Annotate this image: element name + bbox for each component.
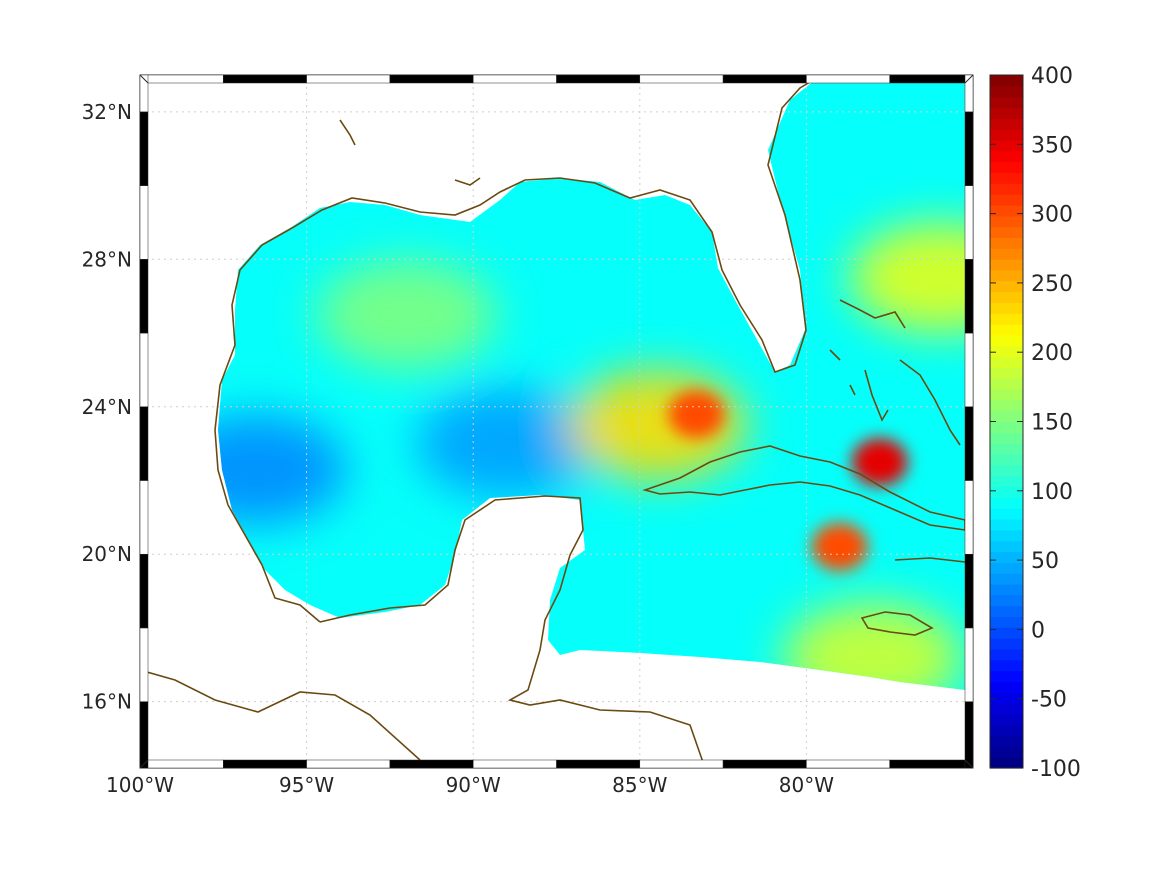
- colorbar-tick-label: 100: [1031, 480, 1073, 505]
- field-feature-5: [811, 522, 868, 571]
- y-tick-label: 24°N: [82, 395, 132, 419]
- colorbar-tick-label: 200: [1031, 341, 1073, 366]
- colorbar-tick-label: 250: [1031, 272, 1073, 297]
- field-feature-7: [849, 222, 965, 333]
- field-feature-2: [218, 414, 347, 525]
- colorbar-tick-label: 50: [1031, 549, 1059, 574]
- y-tick-label: 32°N: [82, 100, 132, 124]
- data-field: [218, 80, 965, 690]
- field-feature-0: [316, 259, 497, 370]
- x-tick-label: 100°W: [106, 773, 174, 797]
- field-feature-6: [851, 438, 908, 487]
- x-tick-label: 80°W: [779, 773, 834, 797]
- colorbar: -100 -50 0 50 100 150 200 250 300 350 400: [989, 64, 1081, 782]
- map-frame: [139, 74, 974, 769]
- colorbar-tick-label: 300: [1031, 203, 1073, 228]
- x-tick-label: 85°W: [612, 773, 667, 797]
- x-tick-label: 95°W: [279, 773, 334, 797]
- colorbar-tick-label: -100: [1031, 757, 1081, 782]
- colorbar-tick-label: 150: [1031, 411, 1073, 436]
- y-tick-label: 16°N: [82, 690, 132, 714]
- colorbar-tick-label: 350: [1031, 133, 1073, 158]
- colorbar-tick-label: 400: [1031, 64, 1073, 89]
- x-axis-tick-labels: 100°W 95°W 90°W 85°W 80°W: [106, 773, 834, 797]
- field-feature-8: [783, 602, 964, 690]
- colorbar-tick-label: -50: [1031, 688, 1067, 713]
- x-tick-label: 90°W: [446, 773, 501, 797]
- field-feature-1: [416, 388, 597, 499]
- y-tick-label: 20°N: [82, 542, 132, 566]
- y-tick-label: 28°N: [82, 247, 132, 271]
- y-axis-tick-labels: 16°N 20°N 24°N 28°N 32°N: [82, 100, 132, 714]
- colorbar-tick-label: 0: [1031, 618, 1045, 643]
- field-feature-4: [668, 390, 725, 439]
